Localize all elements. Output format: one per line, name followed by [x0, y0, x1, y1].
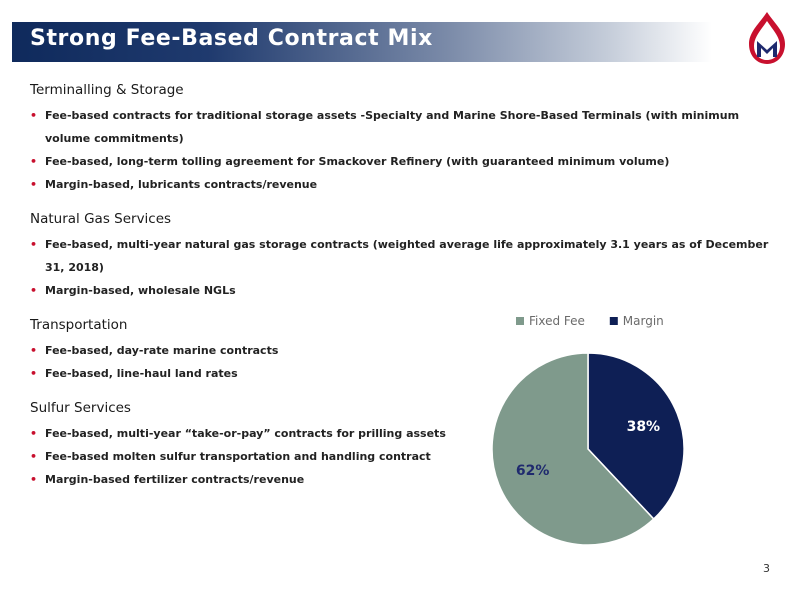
bullet-item: Fee-based, long-term tolling agreement f…	[30, 150, 770, 173]
bullet-list: Fee-based, multi-year “take-or-pay” cont…	[30, 422, 770, 491]
bullet-item: Fee-based, multi-year natural gas storag…	[30, 233, 770, 279]
pie-slice	[587, 352, 685, 521]
logo-m-mark	[757, 41, 777, 57]
legend-swatch	[516, 317, 524, 325]
slide-title: Strong Fee-Based Contract Mix	[30, 26, 433, 51]
pie-data-label: 62%	[516, 463, 550, 479]
bullet-item: Fee-based, line-haul land rates	[30, 362, 770, 385]
section-heading: Natural Gas Services	[30, 211, 172, 227]
section-heading: Terminalling & Storage	[30, 82, 184, 98]
bullet-list: Fee-based, day-rate marine contractsFee-…	[30, 339, 770, 385]
bullet-item: Fee-based molten sulfur transportation a…	[30, 445, 770, 468]
slide-content: Terminalling & Storage Fee-based contract…	[30, 82, 770, 506]
bullet-list: Fee-based, multi-year natural gas storag…	[30, 233, 770, 302]
legend-label: Fixed Fee	[529, 314, 585, 328]
section: Natural Gas Services Fee-based, multi-yea…	[30, 211, 770, 302]
section: Sulfur Services Fee-based, multi-year “ta…	[30, 400, 770, 491]
section-heading: Transportation	[30, 317, 128, 333]
title-bar: Strong Fee-Based Contract Mix	[12, 22, 712, 62]
section-heading: Sulfur Services	[30, 400, 131, 416]
legend-label: Margin	[623, 314, 664, 328]
section: Terminalling & Storage Fee-based contract…	[30, 82, 770, 196]
bullet-item: Margin-based fertilizer contracts/revenu…	[30, 468, 770, 491]
bullet-item: Fee-based contracts for traditional stor…	[30, 104, 770, 150]
bullet-item: Fee-based, day-rate marine contracts	[30, 339, 770, 362]
bullet-item: Margin-based, wholesale NGLs	[30, 279, 770, 302]
company-logo-icon	[749, 12, 785, 64]
section: Transportation Fee-based, day-rate marine…	[30, 317, 770, 385]
bullet-item: Margin-based, lubricants contracts/reven…	[30, 173, 770, 196]
bullet-item: Fee-based, multi-year “take-or-pay” cont…	[30, 422, 770, 445]
page-number: 3	[763, 562, 770, 575]
pie-slice	[491, 352, 655, 546]
legend-swatch	[609, 317, 618, 325]
contract-mix-pie-chart: Fixed Fee Margin 38% 62%	[491, 314, 685, 546]
bullet-list: Fee-based contracts for traditional stor…	[30, 104, 770, 196]
chart-legend: Fixed Fee Margin	[516, 314, 664, 328]
pie-data-label: 38%	[627, 419, 661, 435]
